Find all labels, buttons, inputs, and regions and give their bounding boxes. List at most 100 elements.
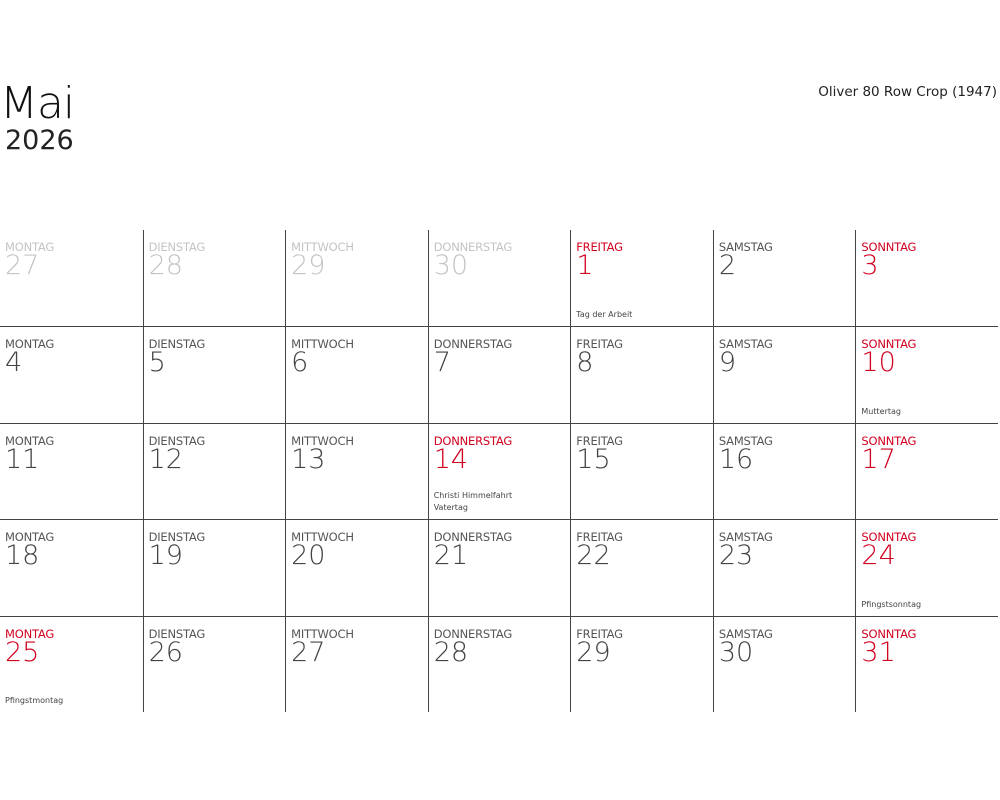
day-number: 6 — [291, 347, 309, 379]
day-cell[interactable]: DIENSTAG 28 — [142, 230, 286, 327]
day-number: 12 — [148, 443, 183, 475]
day-cell[interactable]: SONNTAG 3 — [855, 230, 998, 327]
day-number: 2 — [718, 250, 737, 281]
day-cell[interactable]: DONNERSTAG 7 — [427, 326, 571, 423]
day-cell[interactable]: SAMSTAG 2 — [712, 230, 856, 327]
weekday-label: FREITAG — [576, 433, 623, 448]
weekday-label: FREITAG — [576, 626, 623, 641]
weekday-label: SAMSTAG — [718, 626, 773, 641]
day-cell[interactable]: MITTWOCH 13 — [285, 422, 428, 520]
day-number: 31 — [861, 636, 896, 668]
day-cell[interactable]: SAMSTAG 16 — [712, 422, 856, 520]
weekday-label: SONNTAG — [861, 433, 917, 448]
day-number: 11 — [5, 443, 40, 475]
day-cell[interactable]: DIENSTAG 19 — [142, 519, 286, 616]
weekday-label: SAMSTAG — [718, 240, 773, 254]
day-cell[interactable]: SONNTAG 10 Muttertag — [855, 326, 998, 423]
day-cell[interactable]: DIENSTAG 5 — [142, 326, 286, 423]
day-number: 20 — [291, 540, 326, 572]
holiday-label: Pfingstsonntag — [861, 599, 922, 609]
day-number: 5 — [148, 347, 166, 379]
day-cell[interactable]: DONNERSTAG 14 Christi Himmelfahrt Vatertag — [427, 422, 571, 520]
day-number: 17 — [861, 443, 896, 475]
holiday-label: Tag der Arbeit — [576, 310, 633, 320]
weekday-label: FREITAG — [576, 240, 623, 254]
day-cell[interactable]: MONTAG 4 — [0, 326, 143, 422]
weekday-label: DIENSTAG — [148, 530, 206, 545]
day-cell[interactable]: DIENSTAG 12 — [142, 422, 286, 520]
calendar-grid: MONTAG 27 DIENSTAG 28 MITTWOCH 29 DONNERSTAG 30… — [0, 230, 998, 712]
day-cell[interactable]: SONNTAG 31 — [855, 615, 998, 712]
weekday-label: MONTAG — [5, 433, 55, 448]
month-title: Mai — [0, 78, 75, 129]
weekday-label: DONNERSTAG — [433, 433, 513, 448]
day-cell[interactable]: MONTAG 11 — [0, 422, 143, 519]
weekday-label: SONNTAG — [861, 626, 917, 641]
day-number: 27 — [5, 250, 40, 281]
weekday-label: MITTWOCH — [291, 240, 354, 254]
holiday-label: Vatertag — [433, 503, 468, 513]
weekday-label: MITTWOCH — [291, 433, 354, 448]
day-number: 30 — [718, 636, 754, 668]
day-cell[interactable]: SAMSTAG 23 — [712, 519, 856, 616]
holiday-notes: Pfingstsonntag — [861, 599, 921, 611]
image-caption: Oliver 80 Row Crop (1947) — [818, 84, 997, 100]
day-number: 25 — [5, 636, 40, 668]
holiday-notes: Pfingstmontag — [5, 695, 63, 707]
day-cell[interactable]: FREITAG 1 Tag der Arbeit — [570, 230, 713, 327]
day-cell[interactable]: MITTWOCH 27 — [285, 615, 428, 712]
day-number: 7 — [433, 347, 451, 379]
day-number: 16 — [718, 443, 754, 475]
day-cell[interactable]: MONTAG 27 — [0, 230, 143, 326]
day-number: 8 — [576, 347, 594, 379]
day-number: 24 — [861, 540, 896, 572]
day-cell[interactable]: DONNERSTAG 21 — [427, 519, 571, 616]
day-number: 15 — [576, 443, 611, 475]
day-cell[interactable]: SONNTAG 24 Pfingstsonntag — [855, 519, 998, 616]
day-cell[interactable]: FREITAG 8 — [570, 326, 713, 423]
day-number: 26 — [148, 636, 183, 668]
weekday-label: SAMSTAG — [718, 433, 773, 448]
holiday-notes: Christi Himmelfahrt Vatertag — [434, 490, 512, 514]
weekday-label: FREITAG — [576, 530, 623, 545]
weekday-label: FREITAG — [576, 337, 623, 352]
day-cell[interactable]: MONTAG 25 Pfingstmontag — [0, 615, 143, 712]
day-cell[interactable]: SONNTAG 17 — [855, 422, 998, 520]
weekday-label: DIENSTAG — [148, 337, 206, 352]
day-number: 4 — [5, 347, 23, 379]
weekday-label: DONNERSTAG — [433, 626, 513, 641]
day-cell[interactable]: SAMSTAG 9 — [712, 326, 856, 423]
holiday-notes: Muttertag — [861, 406, 901, 418]
weekday-label: SONNTAG — [861, 337, 917, 352]
day-number: 3 — [861, 250, 879, 281]
day-number: 18 — [5, 540, 40, 572]
day-cell[interactable]: MITTWOCH 29 — [285, 230, 428, 327]
weekday-label: SONNTAG — [861, 530, 917, 545]
weekday-label: MITTWOCH — [291, 530, 354, 545]
weekday-label: MITTWOCH — [291, 626, 354, 641]
day-number: 28 — [433, 636, 469, 668]
day-cell[interactable]: MONTAG 18 — [0, 519, 143, 615]
day-number: 21 — [433, 540, 469, 572]
day-cell[interactable]: SAMSTAG 30 — [712, 615, 856, 712]
weekday-label: DIENSTAG — [148, 626, 206, 641]
weekday-label: SAMSTAG — [718, 530, 773, 545]
day-number: 10 — [861, 347, 896, 379]
weekday-label: DIENSTAG — [148, 433, 206, 448]
day-cell[interactable]: FREITAG 29 — [570, 615, 713, 712]
day-cell[interactable]: MITTWOCH 6 — [285, 326, 428, 423]
weekday-label: DONNERSTAG — [433, 240, 513, 254]
day-cell[interactable]: DIENSTAG 26 — [142, 615, 286, 712]
weekday-label: MITTWOCH — [291, 337, 354, 352]
weekday-label: DONNERSTAG — [433, 337, 513, 352]
weekday-label: MONTAG — [5, 626, 55, 641]
holiday-label: Christi Himmelfahrt — [433, 491, 513, 501]
day-number: 14 — [433, 443, 469, 475]
weekday-label: SONNTAG — [861, 240, 917, 254]
day-cell[interactable]: DONNERSTAG 28 — [427, 615, 571, 712]
day-cell[interactable]: DONNERSTAG 30 — [427, 230, 571, 327]
day-cell[interactable]: FREITAG 22 — [570, 519, 713, 616]
day-cell[interactable]: MITTWOCH 20 — [285, 519, 428, 616]
day-cell[interactable]: FREITAG 15 — [570, 422, 713, 520]
day-number: 19 — [148, 540, 183, 572]
